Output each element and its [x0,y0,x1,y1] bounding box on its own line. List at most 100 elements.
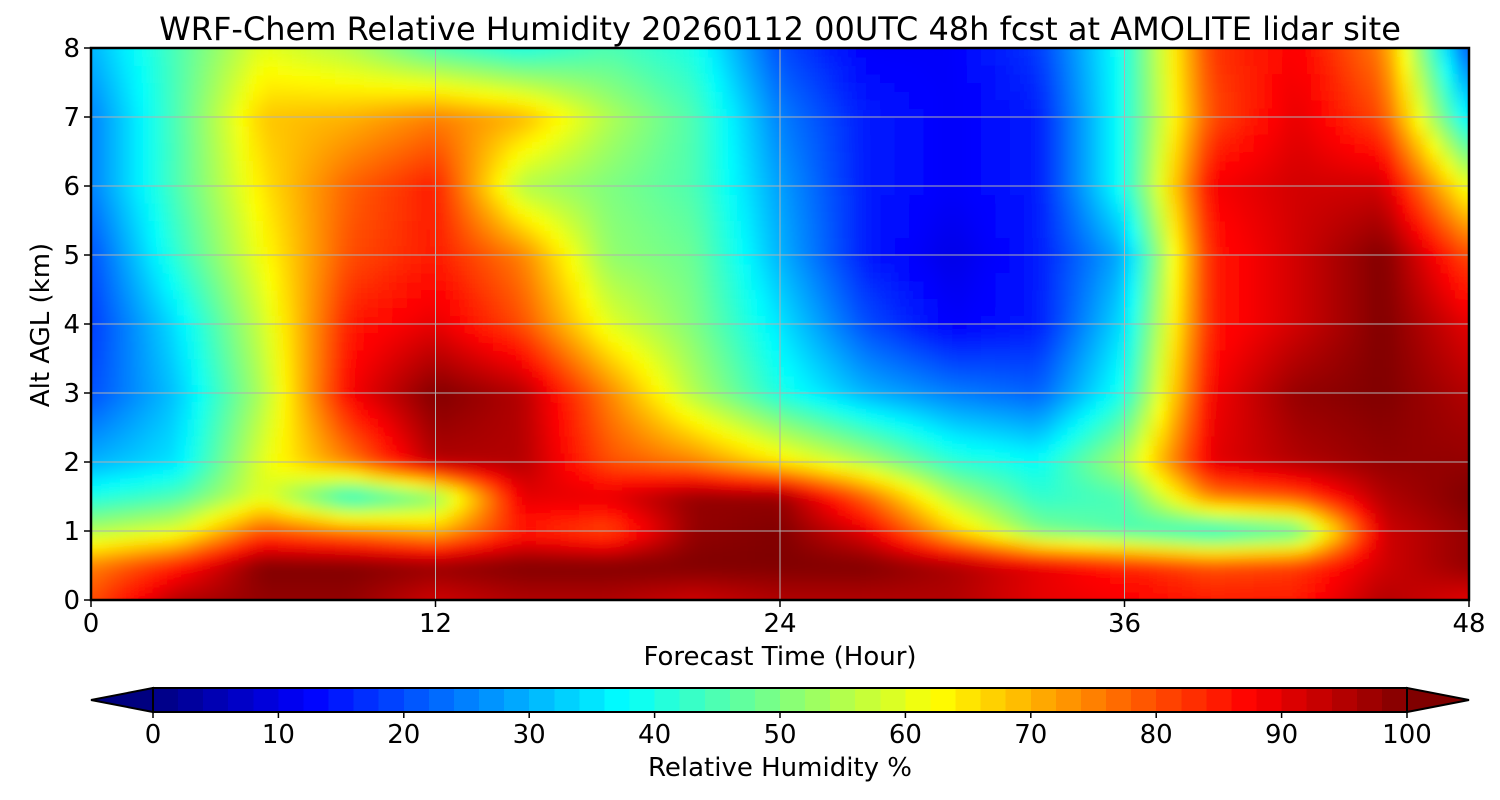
heatmap-cell [679,237,695,247]
heatmap-cell [823,194,839,204]
heatmap-cell [220,609,235,618]
heatmap-cell [665,186,681,196]
heatmap-cell [966,186,982,196]
heatmap-cell [1311,255,1327,265]
heatmap-cell [162,237,178,247]
heatmap-cell [851,401,867,411]
heatmap-cell [321,609,336,618]
heatmap-cell [1067,410,1083,420]
heatmap-cell [736,574,752,584]
heatmap-cell [521,470,537,480]
heatmap-cell [1311,280,1327,291]
heatmap-cell [550,220,566,230]
heatmap-cell [665,220,681,230]
heatmap-cell [1009,211,1025,222]
heatmap-cell [550,470,566,480]
heatmap-cell [421,548,437,558]
heatmap-cell [722,522,738,532]
heatmap-cell [191,375,207,385]
heatmap-cell [1081,591,1097,600]
heatmap-cell [794,358,810,368]
heatmap-cell [995,436,1011,446]
heatmap-cell [693,418,709,429]
heatmap-cell [1224,280,1240,291]
heatmap-cell [1181,220,1197,230]
heatmap-cell [1024,229,1039,239]
heatmap-cell [1440,513,1456,523]
heatmap-cell [535,220,551,230]
heatmap-cell [1412,600,1427,609]
heatmap-cell [708,255,724,265]
heatmap-cell [1052,565,1068,575]
heatmap-cell [1325,565,1341,575]
heatmap-cell [134,220,150,230]
heatmap-cell [880,211,896,222]
heatmap-cell [177,203,193,213]
heatmap-cell [851,548,867,558]
heatmap-cell [349,539,365,549]
heatmap-cell [736,186,752,196]
heatmap-cell [607,255,623,265]
heatmap-cell [1469,324,1484,333]
heatmap-cell [1211,609,1226,618]
heatmap-cell [808,470,824,480]
heatmap-cell [579,298,594,308]
heatmap-cell [1239,393,1255,403]
heatmap-cell [349,444,365,454]
heatmap-cell [277,470,293,480]
heatmap-cell [823,280,839,291]
heatmap-cell [909,453,925,463]
heatmap-cell [1368,565,1384,575]
heatmap-cell [636,367,652,377]
heatmap-cell [119,565,135,575]
heatmap-cell [277,384,293,394]
heatmap-cell [622,255,638,265]
heatmap-cell [1024,315,1039,325]
heatmap-cell [937,384,953,394]
heatmap-cell [191,436,207,446]
heatmap-cell [980,358,996,368]
heatmap-cell [421,186,437,196]
heatmap-cell [507,401,523,411]
heatmap-cell [708,341,724,351]
heatmap-cell [234,315,250,325]
heatmap-cell [349,496,365,506]
heatmap-cell [650,246,666,256]
heatmap-cell [751,272,767,282]
chart-title: WRF-Chem Relative Humidity 20260112 00UT… [159,10,1401,48]
heatmap-cell [937,315,953,325]
heatmap-cell [794,384,810,394]
heatmap-cell [622,367,638,377]
heatmap-cell [952,280,968,291]
heatmap-cell [1425,401,1441,411]
heatmap-cell [808,332,824,342]
heatmap-cell [751,487,767,498]
heatmap-cell [1311,418,1327,429]
heatmap-cell [1268,255,1283,265]
heatmap-cell [464,280,480,291]
heatmap-cell [650,315,666,325]
heatmap-cell [492,496,508,506]
heatmap-cell [1153,487,1169,498]
heatmap-cell [966,539,982,549]
heatmap-cell [1354,418,1370,429]
heatmap-cell [550,194,566,204]
heatmap-cell [1325,393,1341,403]
heatmap-cell [248,453,264,463]
heatmap-cell [1411,306,1427,316]
heatmap-cell [1296,393,1312,403]
heatmap-cell [1282,341,1298,351]
heatmap-cell [1038,263,1054,273]
heatmap-cell [909,229,925,239]
heatmap-cell [1325,211,1341,222]
heatmap-cell [478,574,494,584]
heatmap-cell [191,341,207,351]
heatmap-cell [952,453,968,463]
heatmap-cell [1454,410,1469,420]
heatmap-cell [148,496,164,506]
heatmap-cell [794,306,810,316]
heatmap-cell [335,505,350,515]
heatmap-cell [1196,255,1212,265]
heatmap-cell [607,220,623,230]
heatmap-cell [91,427,92,437]
